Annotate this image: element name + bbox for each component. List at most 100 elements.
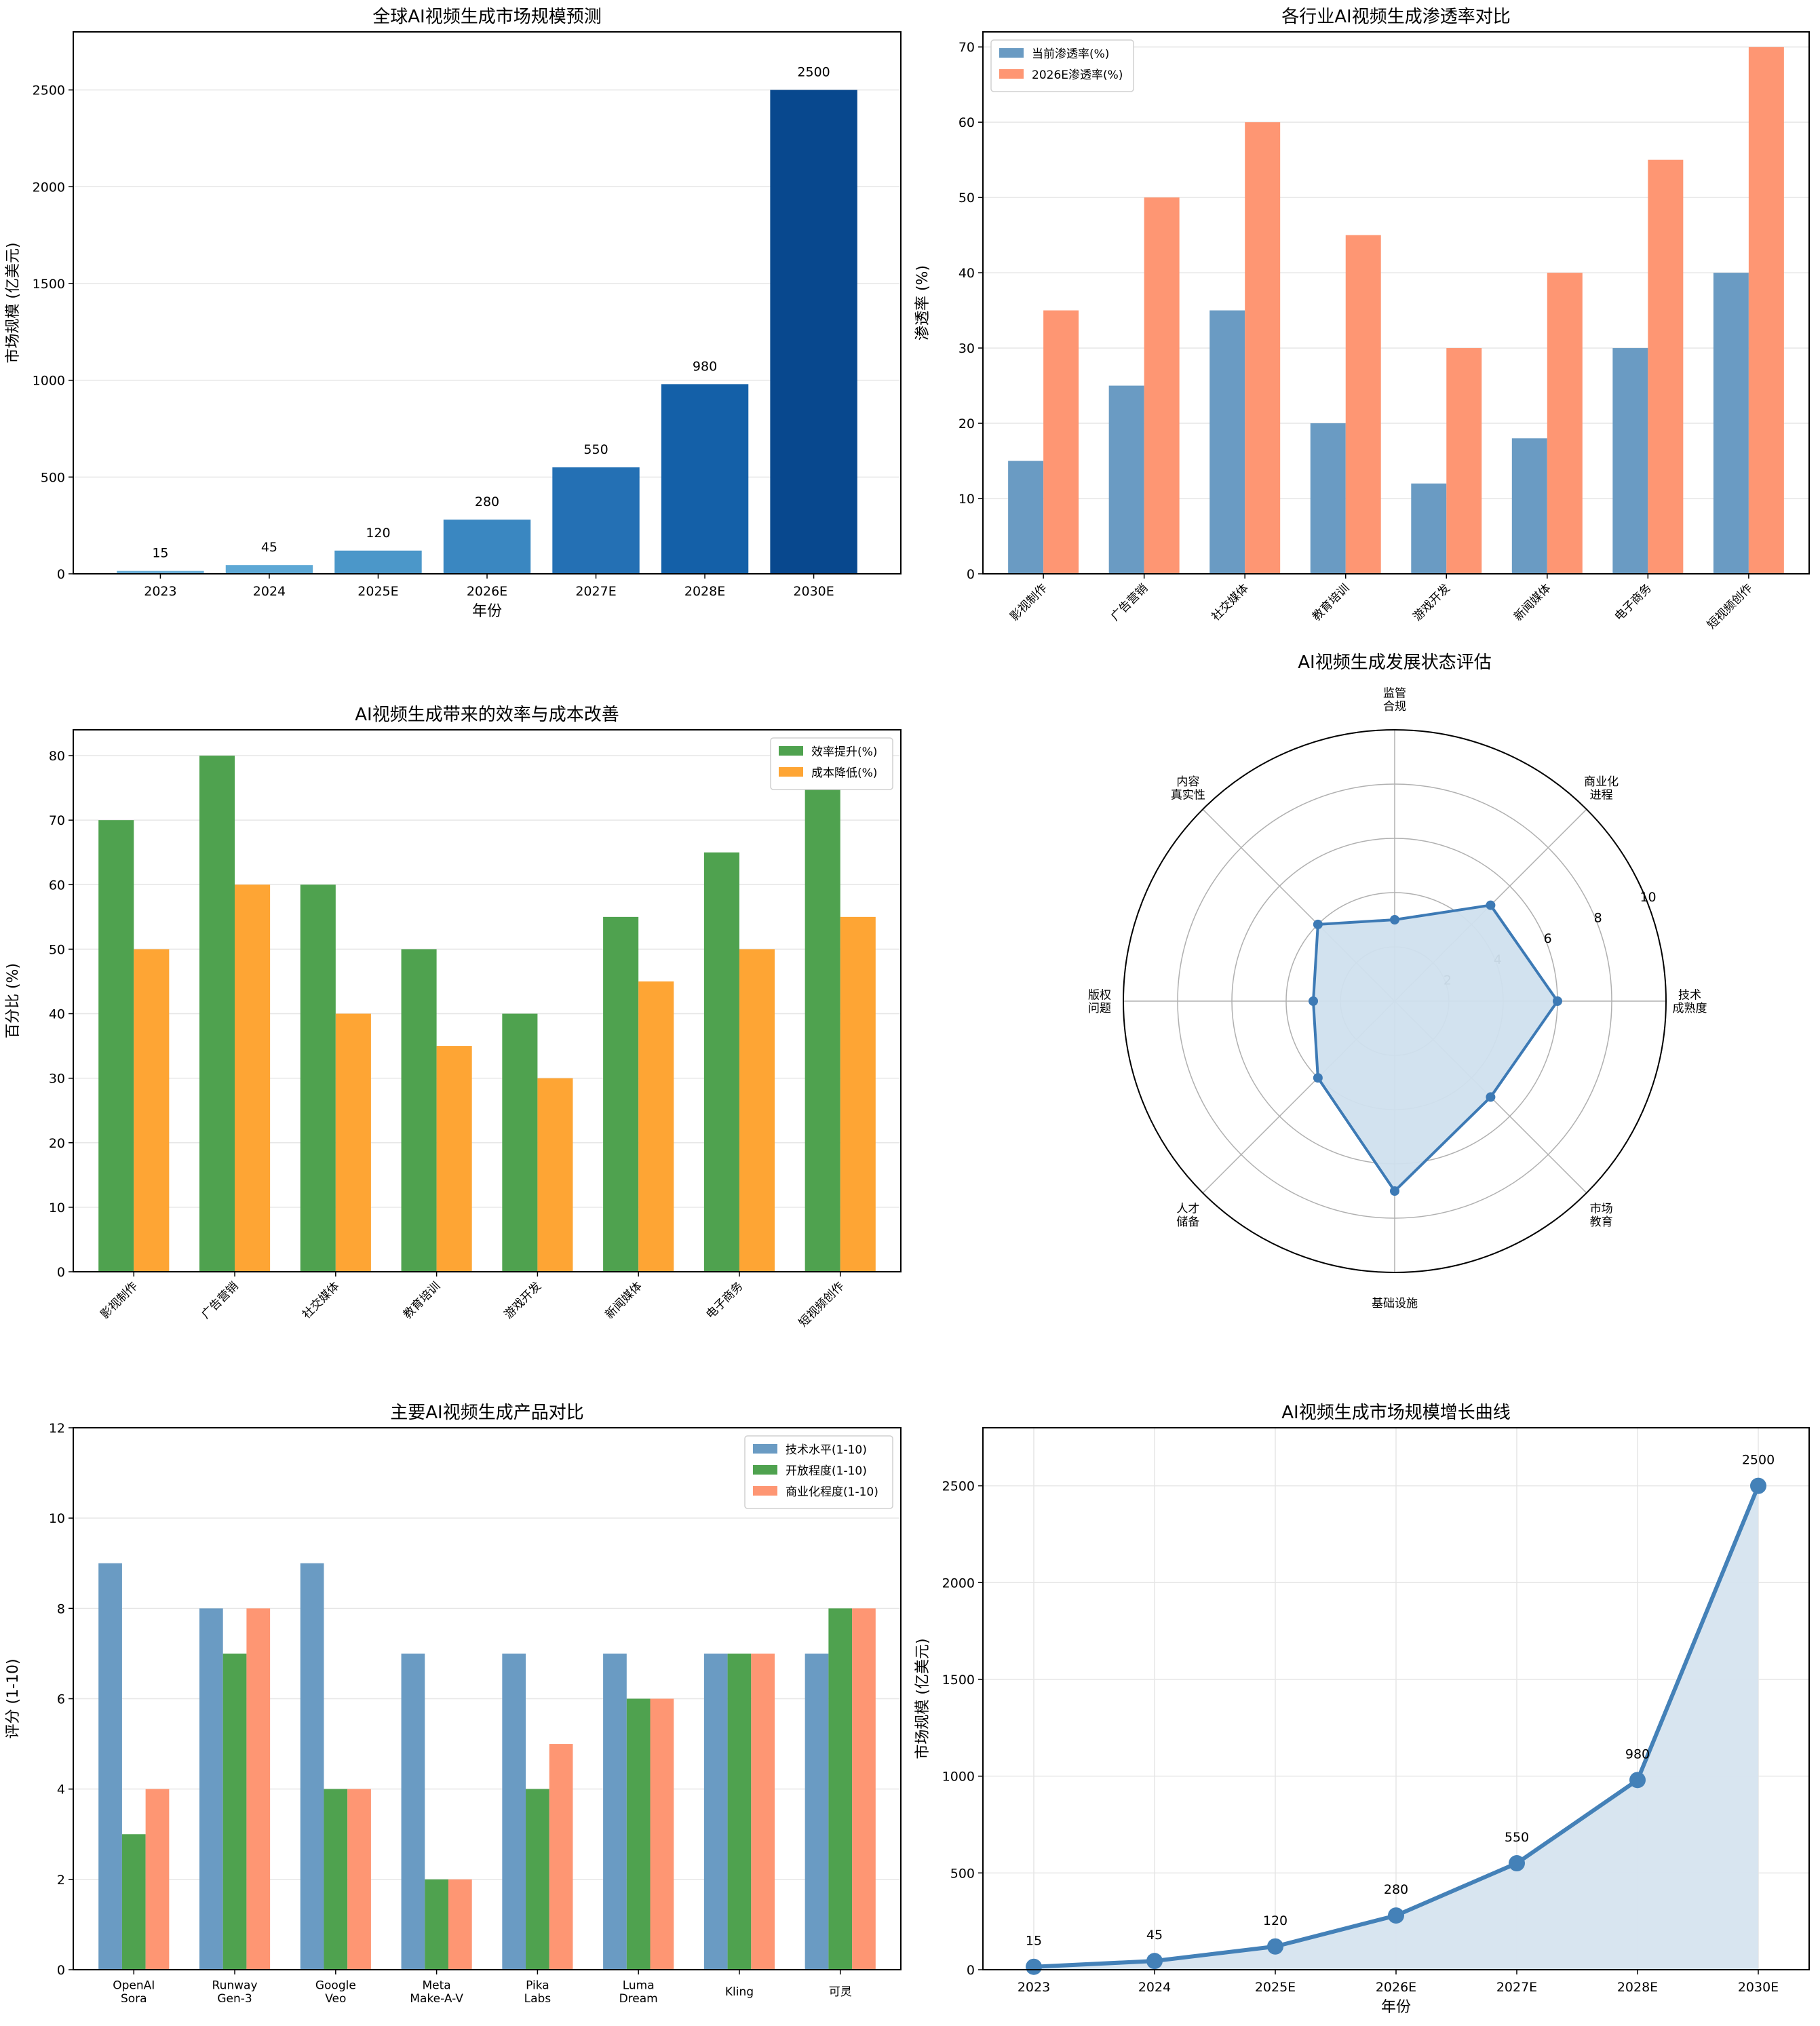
- radar-axis-label-3: 内容真实性: [1171, 775, 1205, 802]
- penetration-title: 各行业AI视频生成渗透率对比: [1281, 7, 1510, 27]
- growth-xtick-label-2024: 2024: [1138, 1980, 1171, 1995]
- xtick-label-7: 短视频创作: [796, 1279, 847, 1329]
- xtick-label-2: 社交媒体: [1209, 581, 1252, 623]
- radar-axis-label-5: 人才储备: [1176, 1202, 1199, 1229]
- bar-2026E: [443, 520, 531, 574]
- radar-point-3: [1313, 919, 1323, 929]
- xtick-label-5: 新闻媒体: [602, 1279, 644, 1321]
- radar-axis-label-0: 技术成熟度: [1673, 989, 1707, 1016]
- xtick-label-4: 游戏开发: [1411, 581, 1453, 623]
- xtick-label-2028E: 2028E: [684, 584, 725, 599]
- bar-efficiency-1-5: [638, 981, 674, 1272]
- growth-data-label-2024: 45: [1146, 1928, 1163, 1943]
- bar-products-2-1: [246, 1608, 271, 1970]
- growth-data-label-2025E: 120: [1263, 1913, 1287, 1928]
- products-legend-label: 商业化程度(1-10): [786, 1485, 878, 1499]
- penetration-ytick-label: 70: [959, 40, 975, 55]
- bar-efficiency-0-7: [805, 787, 840, 1272]
- efficiency-legend-swatch: [779, 746, 803, 756]
- bar-products-2-0: [145, 1789, 170, 1970]
- xtick-label-2030E: 2030E: [793, 584, 834, 599]
- bar-efficiency-0-5: [603, 916, 639, 1272]
- penetration-legend-label: 2026E渗透率(%): [1032, 69, 1123, 82]
- bar-efficiency-0-1: [199, 756, 235, 1272]
- efficiency-ytick-label: 70: [49, 813, 65, 828]
- products-ylabel: 评分 (1-10): [5, 1658, 22, 1738]
- bar-penetration-1-1: [1144, 197, 1180, 574]
- data-label-2027E: 550: [583, 442, 608, 457]
- market-xlabel: 年份: [472, 603, 502, 620]
- penetration-frame: [982, 31, 1810, 574]
- market-title: 全球AI视频生成市场规模预测: [372, 7, 601, 27]
- bar-penetration-0-2: [1209, 310, 1245, 574]
- market-ytick-label: 0: [57, 567, 65, 582]
- products-ytick-label: 4: [57, 1783, 65, 1797]
- bar-products-2-6: [751, 1653, 775, 1970]
- radar-point-6: [1390, 1186, 1399, 1196]
- bar-products-0-0: [98, 1563, 122, 1970]
- xtick-label-4: 游戏开发: [502, 1279, 544, 1321]
- efficiency-title: AI视频生成带来的效率与成本改善: [355, 705, 619, 725]
- efficiency-ytick-label: 0: [57, 1265, 65, 1280]
- bar-efficiency-1-2: [335, 1013, 371, 1272]
- xtick-label-1: 广告营销: [1108, 581, 1150, 623]
- data-label-2024: 45: [261, 540, 277, 555]
- growth-ytick-label: 2000: [942, 1576, 975, 1591]
- growth-title: AI视频生成市场规模增长曲线: [1281, 1403, 1510, 1423]
- radar-point-1: [1486, 900, 1496, 910]
- xtick-label-7: 短视频创作: [1705, 581, 1755, 631]
- bar-efficiency-1-4: [537, 1078, 573, 1272]
- growth-ytick-label: 500: [950, 1866, 975, 1881]
- radar-point-7: [1486, 1092, 1496, 1102]
- market-ytick-label: 1000: [33, 374, 65, 389]
- xtick-label-6: 电子商务: [703, 1279, 746, 1321]
- xtick-label-0: 影视制作: [98, 1279, 140, 1321]
- penetration-ytick-label: 50: [959, 191, 975, 206]
- growth-point-2030E: [1750, 1477, 1766, 1494]
- bar-products-1-7: [828, 1608, 853, 1970]
- growth-ytick-label: 1000: [942, 1770, 975, 1785]
- growth-xtick-label-2025E: 2025E: [1255, 1980, 1296, 1995]
- bar-penetration-0-5: [1511, 438, 1547, 574]
- growth-point-2026E: [1388, 1907, 1404, 1924]
- xtick-label-5: Luma Dream: [619, 1979, 658, 2006]
- products-ytick-label: 10: [49, 1511, 65, 1526]
- bar-products-1-4: [526, 1789, 549, 1970]
- efficiency-ytick-label: 10: [49, 1201, 65, 1215]
- efficiency-ylabel: 百分比 (%): [5, 963, 22, 1038]
- products-legend-swatch: [753, 1486, 777, 1496]
- growth-data-label-2028E: 980: [1625, 1747, 1650, 1761]
- products-ytick-label: 2: [57, 1873, 65, 1888]
- growth-xtick-label-2030E: 2030E: [1738, 1980, 1779, 1995]
- bar-efficiency-0-4: [502, 1013, 538, 1272]
- growth-xtick-label-2026E: 2026E: [1376, 1980, 1416, 1995]
- efficiency-ytick-label: 50: [49, 942, 65, 957]
- xtick-label-2: 社交媒体: [300, 1279, 342, 1321]
- xtick-label-3: Meta Make-A-V: [410, 1979, 463, 2006]
- data-label-2030E: 2500: [797, 65, 830, 80]
- radar-axis-label-6: 基础设施: [1372, 1297, 1418, 1310]
- radar-rtick-label-8: 8: [1594, 911, 1602, 926]
- bar-penetration-1-2: [1245, 122, 1281, 574]
- radar-axis-label-2: 监管合规: [1383, 687, 1406, 714]
- bar-penetration-1-7: [1748, 47, 1784, 574]
- market-ytick-label: 1500: [33, 277, 65, 292]
- growth-ytick-label: 0: [967, 1963, 975, 1978]
- growth-ylabel: 市场规模 (亿美元): [914, 1638, 931, 1759]
- bar-penetration-1-3: [1345, 235, 1381, 574]
- products-ytick-label: 0: [57, 1963, 65, 1978]
- bar-efficiency-0-6: [703, 852, 739, 1272]
- penetration-ytick-label: 30: [959, 341, 975, 356]
- market-ytick-label: 2500: [33, 83, 65, 98]
- growth-ytick-label: 2500: [942, 1479, 975, 1494]
- market-frame: [73, 31, 902, 574]
- growth-frame: [982, 1427, 1810, 1970]
- bar-penetration-0-6: [1612, 348, 1648, 574]
- bar-products-0-2: [300, 1563, 324, 1970]
- products-title: 主要AI视频生成产品对比: [390, 1403, 583, 1423]
- radar-rtick-label-10: 10: [1640, 890, 1656, 905]
- xtick-label-0: OpenAI Sora: [113, 1979, 155, 2006]
